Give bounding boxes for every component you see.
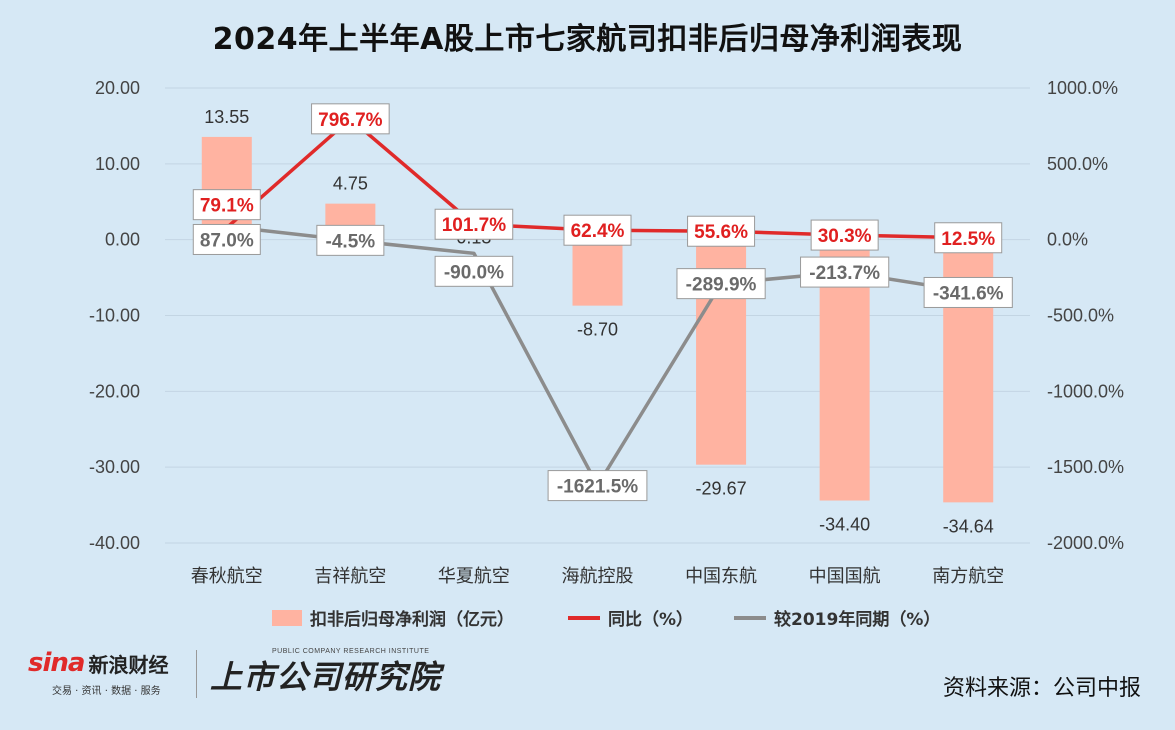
vs2019-value-label: 87.0%	[200, 230, 254, 251]
category-label: 海航控股	[562, 566, 634, 587]
vs2019-value-label-box	[316, 224, 385, 256]
right-axis-tick: -2000.0%	[1047, 533, 1124, 553]
yoy-value-label: 101.7%	[442, 215, 507, 236]
right-axis: 1000.0% 500.0% 0.0% -500.0% -1000.0% -1500.0%…	[1047, 78, 1124, 553]
vs2019-value-label: -341.6%	[933, 283, 1004, 304]
sina-logo-mark: sina	[28, 648, 85, 678]
right-axis-tick: 1000.0%	[1047, 78, 1118, 98]
yoy-value-label: 30.3%	[818, 226, 872, 247]
yoy-value-label-box	[311, 103, 390, 135]
sina-finance-logo: sina 新浪财经 交易 · 资讯 · 数据 · 服务	[28, 648, 169, 697]
bar-value-labels: 13.554.750.13-8.70-29.67-34.40-34.64	[204, 107, 993, 536]
left-axis-tick: -20.00	[89, 381, 140, 401]
legend-label-vs2019: 较2019年同期（%）	[774, 610, 941, 630]
left-axis-tick: -10.00	[89, 306, 140, 326]
category-label: 吉祥航空	[314, 566, 386, 587]
vs2019-value-label-box	[923, 276, 1013, 308]
yoy-value-label-box	[192, 189, 261, 221]
yoy-value-label-box	[934, 222, 1003, 254]
category-axis: 春秋航空 吉祥航空 华夏航空 海航控股 中国东航 中国国航 南方航空	[191, 566, 1004, 587]
left-axis-tick: 0.00	[105, 230, 140, 250]
left-axis-tick: 10.00	[95, 154, 140, 174]
yoy-value-label: 55.6%	[694, 222, 748, 243]
vs2019-value-label: -4.5%	[326, 231, 376, 252]
chart-title: 2024年上半年A股上市七家航司扣非后归母净利润表现	[212, 22, 963, 57]
bar-value-label: 4.75	[333, 174, 368, 194]
legend: 扣非后归母净利润（亿元） 同比（%） 较2019年同期（%）	[0, 605, 1175, 633]
chart-area: 13.554.750.13-8.70-29.67-34.40-34.64 79.…	[89, 78, 1124, 587]
yoy-value-label: 79.1%	[200, 196, 254, 217]
right-axis-tick: -1000.0%	[1047, 381, 1124, 401]
yoy-value-label-box	[563, 214, 632, 246]
vs2019-value-label: -289.9%	[686, 275, 757, 296]
bar-value-label: 13.55	[204, 107, 249, 127]
yoy-value-label-box	[810, 219, 879, 251]
left-axis: 20.00 10.00 0.00 -10.00 -20.00 -30.00 -40.00	[89, 78, 140, 553]
yoy-value-label: 796.7%	[318, 110, 383, 131]
bar	[201, 136, 252, 240]
legend-swatch-gray-line	[734, 615, 766, 620]
legend-swatch-red-line	[568, 615, 600, 620]
sina-logo-subtitle: 交易 · 资讯 · 数据 · 服务	[52, 686, 161, 697]
vs2019-value-label: -90.0%	[444, 262, 504, 283]
category-label: 华夏航空	[438, 566, 510, 587]
institute-logo: PUBLIC COMPANY RESEARCH INSTITUTE 上市公司研究…	[210, 648, 442, 698]
legend-swatch-bar	[272, 609, 302, 626]
bar	[572, 239, 623, 306]
category-label: 中国国航	[809, 566, 881, 587]
legend-label-profit: 扣非后归母净利润（亿元）	[310, 610, 514, 630]
source-note: 资料来源：公司中报	[942, 676, 1141, 701]
bar-value-label: -8.70	[577, 320, 618, 340]
yoy-value-label: 62.4%	[571, 221, 625, 242]
line-value-labels: 79.1% 796.7% 101.7% 62.4% 55.6% 30.3% 12.5% 87.…	[192, 103, 1013, 502]
category-label: 春秋航空	[191, 566, 263, 587]
right-axis-tick: -500.0%	[1047, 306, 1114, 326]
institute-logo-name: 上市公司研究院	[210, 658, 442, 696]
right-axis-tick: 0.0%	[1047, 230, 1088, 250]
left-axis-tick: -40.00	[89, 533, 140, 553]
sina-logo-name: 新浪财经	[88, 652, 169, 677]
vs2019-value-label-box	[547, 470, 648, 502]
vs2019-value-label: -213.7%	[809, 263, 880, 284]
institute-logo-english: PUBLIC COMPANY RESEARCH INSTITUTE	[272, 648, 430, 655]
legend-label-yoy: 同比（%）	[608, 610, 694, 630]
logo-divider	[196, 650, 197, 698]
legend-item-yoy: 同比（%）	[568, 605, 693, 630]
left-axis-tick: -30.00	[89, 457, 140, 477]
left-axis-tick: 20.00	[95, 78, 140, 98]
category-label: 南方航空	[932, 566, 1004, 587]
category-label: 中国东航	[685, 566, 757, 587]
bar-value-label: -29.67	[696, 479, 747, 499]
vs2019-value-label-box	[434, 255, 514, 287]
yoy-value-label-box	[687, 215, 756, 247]
vs2019-value-label-box	[800, 256, 890, 288]
right-axis-tick: -1500.0%	[1047, 457, 1124, 477]
legend-item-vs2019: 较2019年同期（%）	[734, 605, 940, 630]
legend-item-profit: 扣非后归母净利润（亿元）	[272, 605, 514, 630]
vs2019-value-label-box	[192, 223, 261, 255]
vs2019-value-label: -1621.5%	[557, 477, 638, 498]
bar-value-label: -34.64	[943, 516, 994, 536]
bar-value-label: -34.40	[819, 515, 870, 535]
yoy-value-label: 12.5%	[941, 229, 995, 250]
right-axis-tick: 500.0%	[1047, 154, 1108, 174]
vs2019-value-label-box	[676, 268, 766, 300]
yoy-value-label-box	[434, 208, 514, 240]
